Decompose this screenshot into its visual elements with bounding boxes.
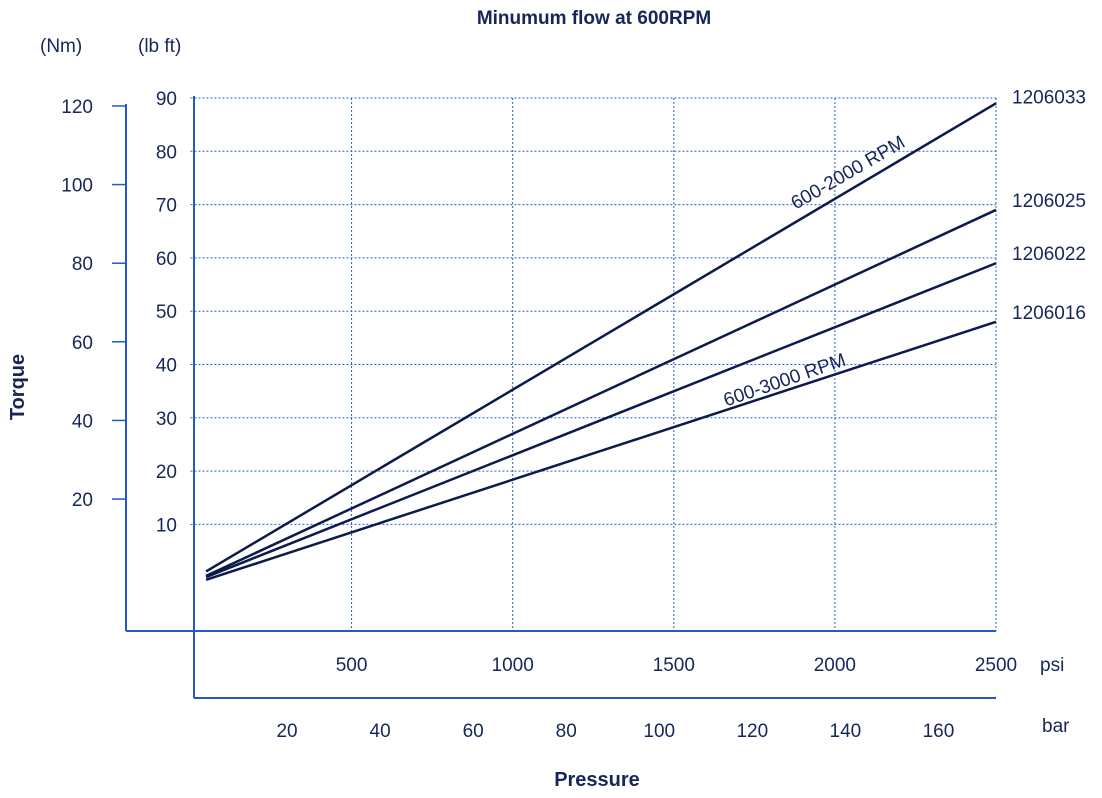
x-tick-label: 1000 <box>492 655 534 676</box>
y-secondary-tick-label: 40 <box>72 411 93 432</box>
x-unit-label: psi <box>1040 655 1064 676</box>
x-secondary-tick-label: 160 <box>923 721 955 742</box>
y-tick-label: 40 <box>156 356 177 377</box>
rpm-annotation: 600-3000 RPM <box>721 350 849 411</box>
x-tick-label: 1500 <box>653 655 695 676</box>
axis-layer <box>125 96 996 699</box>
x-secondary-tick-label: 60 <box>463 721 484 742</box>
series-label: 1206016 <box>1012 303 1086 324</box>
series-line <box>205 102 997 573</box>
y-tick-label: 20 <box>156 462 177 483</box>
y-secondary-unit-label: (Nm) <box>40 36 82 57</box>
y-secondary-tick-label: 80 <box>72 254 93 275</box>
y-axis-title: Torque <box>7 354 29 420</box>
x-tick-label: 2500 <box>975 655 1017 676</box>
x-tick-label: 500 <box>336 655 368 676</box>
x-tick-label: 2000 <box>814 655 856 676</box>
series-line <box>205 320 997 582</box>
y-tick-label: 80 <box>156 142 177 163</box>
series-label: 1206033 <box>1012 87 1086 108</box>
y-secondary-tick-label: 120 <box>61 97 93 118</box>
y-tick-label: 50 <box>156 302 177 323</box>
x-axis-title: Pressure <box>554 769 640 791</box>
y-secondary-tick-label: 60 <box>72 333 93 354</box>
series-layer <box>205 102 997 582</box>
x-secondary-tick-label: 140 <box>830 721 862 742</box>
y-tick-label: 60 <box>156 249 177 270</box>
x-secondary-tick-label: 120 <box>736 721 768 742</box>
y-secondary-tick-label: 20 <box>72 490 93 511</box>
y-tick-label: 70 <box>156 196 177 217</box>
x-secondary-tick-label: 40 <box>370 721 391 742</box>
rpm-annotation: 600-2000 RPM <box>788 132 909 214</box>
tick-layer: 10 20 30 40 50 60 70 80 90 20 40 60 80 100 120 500 1000 1… <box>61 89 1017 742</box>
grid-layer <box>190 97 997 631</box>
y-unit-label: (lb ft) <box>138 36 181 57</box>
x-secondary-tick-label: 80 <box>556 721 577 742</box>
y-tick-label: 10 <box>156 515 177 536</box>
series-label: 1206025 <box>1012 191 1086 212</box>
x-secondary-tick-label: 100 <box>643 721 675 742</box>
y-tick-label: 90 <box>156 89 177 110</box>
x-secondary-tick-label: 20 <box>276 721 297 742</box>
label-layer: 1206033 1206025 1206022 1206016 600-2000 RPM… <box>721 87 1086 411</box>
series-line <box>205 208 997 578</box>
series-label: 1206022 <box>1012 244 1086 265</box>
series-line <box>205 262 997 579</box>
chart-title: Minumum flow at 600RPM <box>477 8 711 29</box>
y-secondary-tick-label: 100 <box>61 176 93 197</box>
y-tick-label: 30 <box>156 409 177 430</box>
x-secondary-unit-label: bar <box>1042 716 1070 737</box>
